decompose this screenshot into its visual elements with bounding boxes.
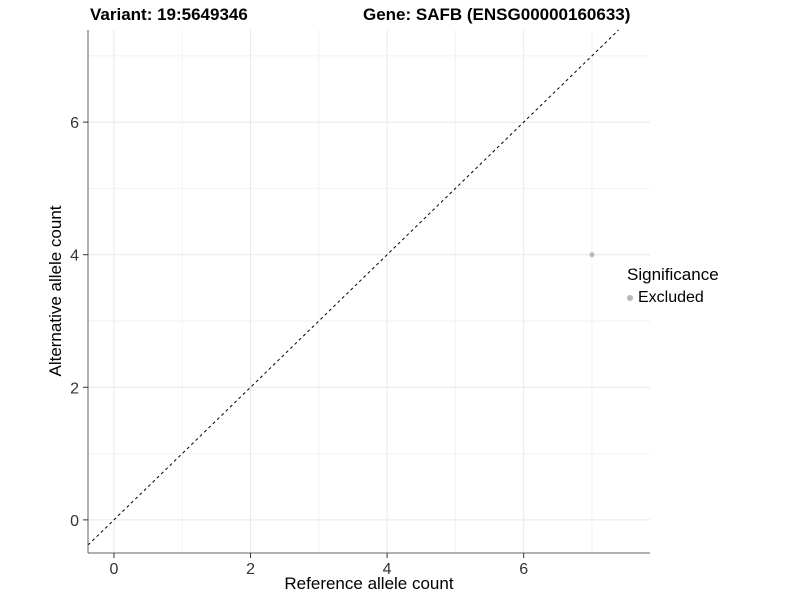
legend-item-label: Excluded: [638, 289, 704, 306]
y-tick-label: 4: [70, 248, 79, 265]
y-tick-label: 6: [70, 115, 79, 132]
x-tick-label: 2: [246, 561, 255, 578]
x-tick-label: 4: [383, 561, 392, 578]
x-axis-label: Reference allele count: [284, 574, 454, 593]
legend-point-icon: [627, 295, 633, 301]
x-tick-label: 0: [109, 561, 118, 578]
x-tick-label: 6: [519, 561, 528, 578]
y-tick-label: 0: [70, 513, 79, 530]
y-tick-label: 2: [70, 380, 79, 397]
legend-title: Significance: [627, 265, 719, 284]
legend-item-excluded: Excluded: [627, 289, 719, 307]
gene-title: Gene: SAFB (ENSG00000160633): [363, 5, 631, 24]
identity-dashed-line: [87, 29, 619, 546]
data-point: [589, 252, 595, 258]
variant-title: Variant: 19:5649346: [90, 5, 248, 24]
legend: Significance Excluded: [627, 265, 719, 307]
